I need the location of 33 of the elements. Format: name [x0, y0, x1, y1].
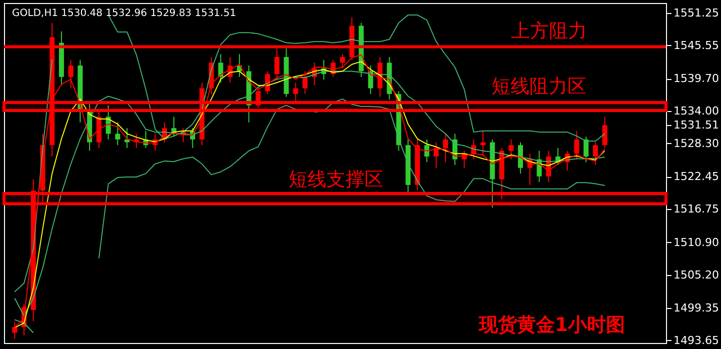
ref-line-label: 上方阻力 [511, 20, 587, 42]
y-tick-label: 1493.65 [674, 334, 719, 347]
y-tick-label: 1545.55 [674, 38, 719, 52]
annotation: GOLD,H1 1530.48 1532.96 1529.83 1531.51 [12, 8, 236, 19]
candlestick [293, 82, 298, 103]
candlestick [106, 104, 111, 140]
y-tick-label: 1531.51 [674, 118, 719, 132]
candlestick [124, 128, 130, 148]
candlestick [424, 138, 430, 163]
y-tick-label: 1510.90 [674, 236, 719, 249]
candlestick [443, 133, 448, 163]
candlestick [518, 142, 523, 174]
y-tick-label: 1551.25 [674, 6, 719, 20]
y-tick-label: 1516.75 [674, 202, 719, 216]
candlestick [68, 59, 74, 89]
y-tick-label: 1534.00 [674, 104, 719, 118]
annotation: 现货黄金1小时图 [478, 314, 626, 336]
candlestick [508, 138, 514, 160]
candlestick [368, 65, 374, 94]
y-tick-label: 1539.70 [674, 72, 719, 86]
candlestick [302, 70, 308, 94]
y-tick-label: 1528.30 [674, 136, 719, 150]
candlestick [218, 54, 224, 84]
candlestick [115, 122, 120, 146]
y-tick-label: 1505.20 [674, 268, 719, 282]
candlestick [574, 130, 580, 160]
band-label: 短线阻力区 [492, 75, 586, 98]
band-label: 短线支撑区 [288, 168, 384, 191]
y-tick-label: 1522.45 [674, 170, 719, 184]
y-tick-label: 1499.35 [674, 302, 719, 315]
candlestick [592, 142, 598, 166]
candlestick [256, 88, 261, 109]
candlestick [584, 136, 589, 163]
